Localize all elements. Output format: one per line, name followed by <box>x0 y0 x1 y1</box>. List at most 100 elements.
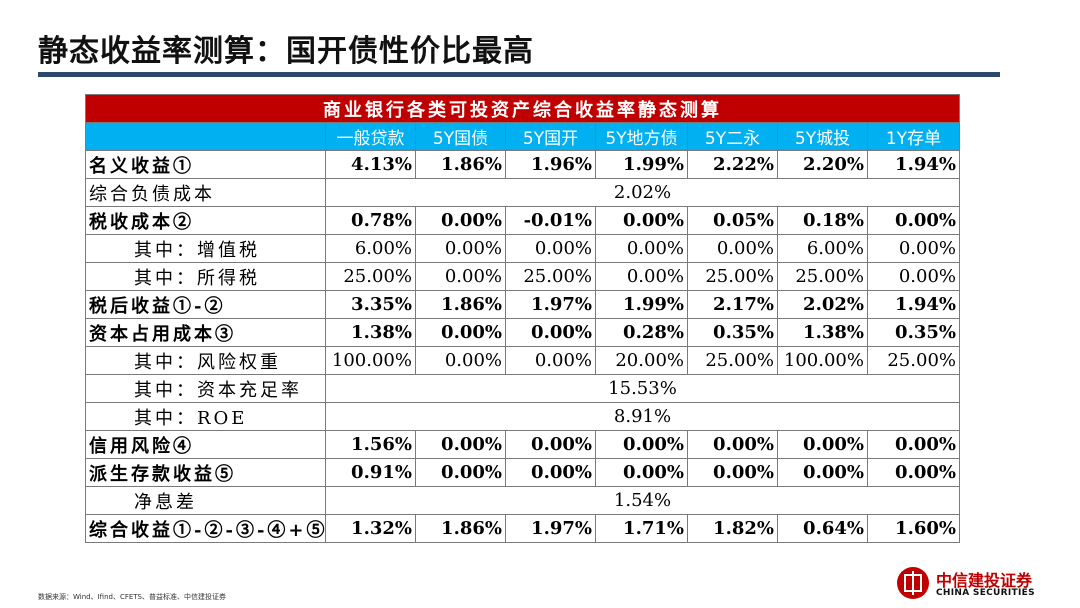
cell: 1.82% <box>687 514 778 543</box>
row-label: 其中：资本充足率 <box>85 374 326 403</box>
row-label: 名义收益① <box>85 150 326 179</box>
cell: 100.00% <box>325 346 416 375</box>
cell: 20.00% <box>595 346 688 375</box>
logo-text-cn: 中信建投证券 <box>936 571 1033 590</box>
cell: 4.13% <box>325 150 416 179</box>
cell: 0.00% <box>505 234 596 263</box>
cell: 0.00% <box>777 458 868 487</box>
cell: 2.22% <box>687 150 778 179</box>
cell: 100.00% <box>777 346 868 375</box>
table-row: 名义收益① 4.13% 1.86% 1.96% 1.99% 2.22% 2.20… <box>85 150 960 179</box>
table-row: 税后收益①-② 3.35% 1.86% 1.97% 1.99% 2.17% 2.… <box>85 290 960 319</box>
cell: 0.00% <box>867 206 960 235</box>
merged-cell: 1.54% <box>325 486 960 515</box>
cell: 0.00% <box>687 458 778 487</box>
cell: 6.00% <box>777 234 868 263</box>
title-divider <box>38 72 1000 77</box>
yield-table: 商业银行各类可投资产综合收益率静态测算 一般贷款 5Y国债 5Y国开 5Y地方债… <box>85 94 960 543</box>
cell: 2.17% <box>687 290 778 319</box>
cell: 1.38% <box>777 318 868 347</box>
cell: 1.32% <box>325 514 416 543</box>
header-5y-cdb: 5Y国开 <box>505 122 596 151</box>
cell: 25.00% <box>687 346 778 375</box>
cell: 0.00% <box>595 262 688 291</box>
row-label: 税后收益①-② <box>85 290 326 319</box>
row-label: 其中：风险权重 <box>85 346 326 375</box>
table-row: 派生存款收益⑤ 0.91% 0.00% 0.00% 0.00% 0.00% 0.… <box>85 458 960 487</box>
cell: 0.00% <box>595 234 688 263</box>
cell: 0.00% <box>505 346 596 375</box>
cell: 0.00% <box>595 430 688 459</box>
header-5y-lgfv: 5Y城投 <box>777 122 868 151</box>
cell: 0.00% <box>867 430 960 459</box>
cell: -0.01% <box>505 206 596 235</box>
row-label: 税收成本② <box>85 206 326 235</box>
table-row: 其中：ROE 8.91% <box>85 402 960 431</box>
cell: 1.94% <box>867 290 960 319</box>
cell: 25.00% <box>505 262 596 291</box>
cell: 0.28% <box>595 318 688 347</box>
source-note: 数据来源：Wind、Ifind、CFETS、普益标准、中信建投证券 <box>38 593 227 601</box>
row-label: 其中：增值税 <box>85 234 326 263</box>
cell: 0.00% <box>595 206 688 235</box>
cell: 1.60% <box>867 514 960 543</box>
cell: 0.00% <box>505 458 596 487</box>
merged-cell: 15.53% <box>325 374 960 403</box>
cell: 1.86% <box>415 290 506 319</box>
row-label: 净息差 <box>85 486 326 515</box>
cell: 0.00% <box>867 234 960 263</box>
cell: 1.99% <box>595 150 688 179</box>
company-logo: 中信建投证券 CHINA SECURITIES <box>896 566 1046 602</box>
cell: 0.00% <box>687 430 778 459</box>
table-row: 资本占用成本③ 1.38% 0.00% 0.00% 0.28% 0.35% 1.… <box>85 318 960 347</box>
cell: 0.00% <box>415 206 506 235</box>
table-header-row: 一般贷款 5Y国债 5Y国开 5Y地方债 5Y二永 5Y城投 1Y存单 <box>85 122 960 151</box>
header-5y-local-gov: 5Y地方债 <box>595 122 688 151</box>
table-row: 税收成本② 0.78% 0.00% -0.01% 0.00% 0.05% 0.1… <box>85 206 960 235</box>
cell: 0.35% <box>687 318 778 347</box>
china-securities-logo-icon <box>897 567 929 599</box>
cell: 1.97% <box>505 514 596 543</box>
table-row: 信用风险④ 1.56% 0.00% 0.00% 0.00% 0.00% 0.00… <box>85 430 960 459</box>
cell: 0.00% <box>415 346 506 375</box>
cell: 1.86% <box>415 150 506 179</box>
table-row: 净息差 1.54% <box>85 486 960 515</box>
row-label: 资本占用成本③ <box>85 318 326 347</box>
cell: 2.02% <box>777 290 868 319</box>
cell: 0.00% <box>415 234 506 263</box>
header-1y-ncd: 1Y存单 <box>867 122 960 151</box>
cell: 1.38% <box>325 318 416 347</box>
cell: 1.96% <box>505 150 596 179</box>
cell: 0.00% <box>415 262 506 291</box>
logo-text-en: CHINA SECURITIES <box>936 588 1035 598</box>
header-blank <box>85 122 326 151</box>
cell: 0.00% <box>867 458 960 487</box>
row-label: 综合收益①-②-③-④+⑤ <box>85 514 326 543</box>
table-caption: 商业银行各类可投资产综合收益率静态测算 <box>85 94 960 123</box>
cell: 0.00% <box>867 262 960 291</box>
cell: 1.97% <box>505 290 596 319</box>
cell: 0.00% <box>415 430 506 459</box>
row-label: 综合负债成本 <box>85 178 326 207</box>
cell: 25.00% <box>687 262 778 291</box>
row-label: 派生存款收益⑤ <box>85 458 326 487</box>
cell: 25.00% <box>867 346 960 375</box>
header-general-loan: 一般贷款 <box>325 122 416 151</box>
table-row: 其中：风险权重 100.00% 0.00% 0.00% 20.00% 25.00… <box>85 346 960 375</box>
merged-cell: 2.02% <box>325 178 960 207</box>
cell: 1.99% <box>595 290 688 319</box>
cell: 1.56% <box>325 430 416 459</box>
cell: 0.00% <box>777 430 868 459</box>
cell: 0.00% <box>415 318 506 347</box>
cell: 0.91% <box>325 458 416 487</box>
table-row: 其中：所得税 25.00% 0.00% 25.00% 0.00% 25.00% … <box>85 262 960 291</box>
merged-cell: 8.91% <box>325 402 960 431</box>
cell: 25.00% <box>325 262 416 291</box>
cell: 0.00% <box>595 458 688 487</box>
cell: 0.78% <box>325 206 416 235</box>
table-caption-row: 商业银行各类可投资产综合收益率静态测算 <box>85 94 960 123</box>
table-row: 其中：增值税 6.00% 0.00% 0.00% 0.00% 0.00% 6.0… <box>85 234 960 263</box>
cell: 3.35% <box>325 290 416 319</box>
table-row: 综合负债成本 2.02% <box>85 178 960 207</box>
cell: 0.00% <box>687 234 778 263</box>
